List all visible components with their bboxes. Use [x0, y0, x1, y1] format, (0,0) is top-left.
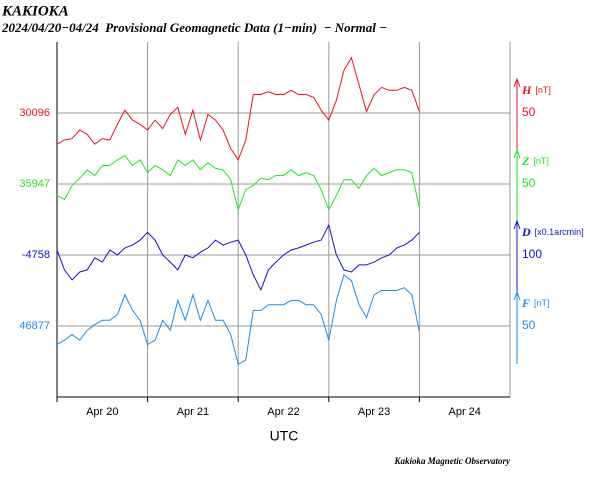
- scale-label: 100: [522, 247, 542, 261]
- x-tick-label: Apr 22: [267, 406, 299, 418]
- scale-arrow: [513, 219, 521, 230]
- x-axis-label: UTC: [270, 428, 299, 444]
- chart-title: KAKIOKA: [1, 3, 69, 19]
- baseline-label: 46877: [19, 320, 50, 332]
- series-label: H [nT]: [521, 83, 551, 97]
- data-line: [56, 223, 420, 292]
- scale-label: 50: [522, 105, 536, 119]
- x-tick-label: Apr 20: [86, 406, 118, 418]
- legend-name: Z: [521, 154, 530, 168]
- data-line: [56, 274, 420, 366]
- scale-label: 50: [522, 318, 536, 332]
- series-label: Z [nT]: [521, 154, 549, 168]
- baseline-label: -4758: [22, 249, 50, 261]
- legend-name: H: [521, 83, 532, 97]
- series-label: D [x0.1arcmin]: [521, 225, 584, 239]
- baseline-label: 35947: [19, 178, 50, 190]
- data-line: [56, 56, 420, 161]
- legend-unit: [nT]: [535, 85, 551, 95]
- x-tick-label: Apr 23: [358, 406, 390, 418]
- scale-arrow: [513, 77, 521, 88]
- legend-unit: [nT]: [534, 298, 550, 308]
- legend-name: F: [521, 296, 530, 310]
- scale-label: 50: [522, 176, 536, 190]
- legend-unit: [nT]: [533, 156, 549, 166]
- data-line: [56, 154, 420, 212]
- chart-subtitle: 2024/04/20−04/24 Provisional Geomagnetic…: [1, 20, 387, 35]
- x-tick-label: Apr 24: [448, 406, 480, 418]
- legend-name: D: [521, 225, 531, 239]
- baseline-label: 30096: [19, 107, 50, 119]
- series-label: F [nT]: [521, 296, 550, 310]
- legend-unit: [x0.1arcmin]: [535, 227, 584, 237]
- scale-arrow: [513, 148, 521, 159]
- scale-arrow: [513, 290, 521, 301]
- x-tick-label: Apr 21: [177, 406, 209, 418]
- footer: Kakioka Magnetic Observatory: [394, 456, 511, 466]
